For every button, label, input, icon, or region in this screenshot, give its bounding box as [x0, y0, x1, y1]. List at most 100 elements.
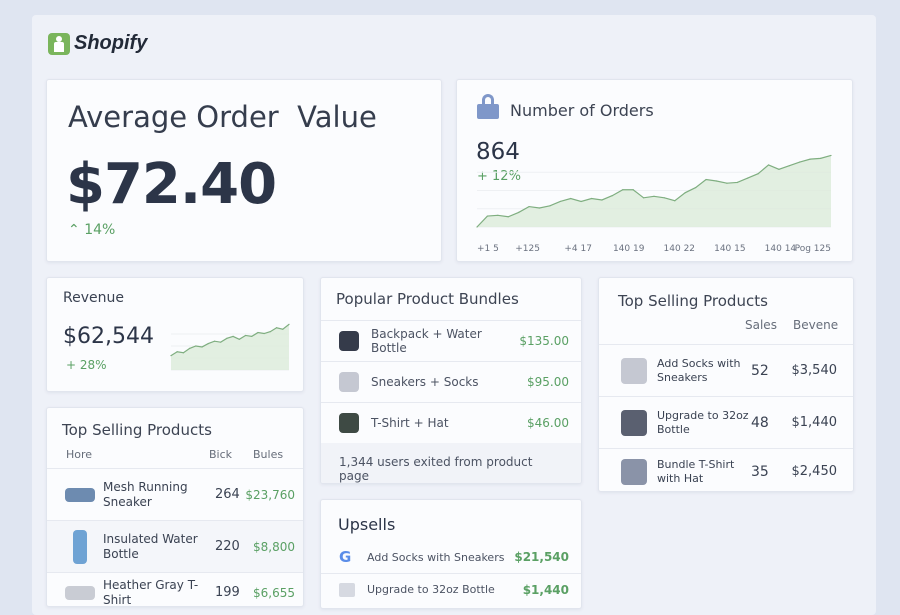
hat-icon [339, 413, 359, 433]
data-point [486, 215, 489, 217]
data-point [747, 177, 749, 179]
product-sales: 48 [751, 414, 769, 431]
data-point [705, 178, 707, 181]
brand-logo[interactable]: Shopify [48, 32, 147, 55]
upsell-name: Upgrade to 32oz Bottle [367, 583, 495, 596]
data-point [189, 347, 191, 349]
data-point [570, 197, 572, 200]
data-point [601, 199, 603, 201]
data-point [507, 216, 509, 218]
upsells-title: Upsells [338, 515, 396, 534]
bundle-row[interactable]: Backpack + Water Bottle $135.00 [321, 320, 581, 361]
table-row[interactable]: Heather Gray T-Shirt 199 $6,655 [47, 572, 303, 607]
x-tick-label: +4 17 [564, 244, 592, 254]
data-point [238, 338, 240, 340]
col-header-name[interactable]: Hore [66, 448, 93, 461]
product-name: Add Socks with Sneakers [657, 356, 741, 384]
col-header-qty[interactable]: Bick [209, 448, 233, 461]
data-point [622, 189, 624, 191]
product-qty: 220 [215, 539, 240, 554]
revenue-card: Revenue $62,544 + 28% [46, 277, 304, 392]
data-point [674, 200, 676, 202]
data-point [182, 352, 185, 354]
col-header-sales[interactable]: Sales [745, 318, 777, 332]
data-point [518, 211, 520, 213]
table-row[interactable]: Mesh Running Sneaker 264 $23,760 [47, 468, 303, 520]
revenue-value: $62,544 [63, 324, 154, 349]
bundle-row[interactable]: T-Shirt + Hat $46.00 [321, 402, 581, 443]
top-selling-title: Top Selling Products [62, 421, 212, 439]
data-point [809, 158, 811, 160]
data-point [195, 345, 197, 347]
product-amount: $8,800 [253, 539, 295, 554]
top-selling-right-card: Top Selling Products Sales Bevene Add Soc… [598, 277, 854, 492]
aov-change: 14% [84, 222, 116, 238]
x-tick-label: 140 14 [765, 244, 797, 254]
orders-chart: +1 5 +125 +4 17 140 19 140 22 140 15 140 14Pog… [476, 154, 832, 254]
col-header-revenue[interactable]: Bevene [793, 318, 839, 332]
data-point [767, 164, 770, 166]
table-row[interactable]: Add Socks with Sneakers 52 $3,540 [599, 344, 853, 396]
backpack-icon [339, 331, 359, 351]
data-point [244, 334, 247, 337]
col-header-amount[interactable]: Bules [253, 448, 284, 461]
data-point [232, 335, 234, 337]
product-name: Upgrade to 32oz Bottle [657, 408, 749, 436]
x-tick-label: 140 19 [613, 244, 645, 254]
table-row[interactable]: Insulated Water Bottle 220 $8,800 [47, 520, 303, 572]
revenue-change: + 28% [66, 358, 107, 372]
top-selling-left-card: Top Selling Products Hore Bick Bules Mesh … [46, 407, 304, 607]
data-point [549, 205, 551, 207]
upsell-row[interactable]: Upgrade to 32oz Bottle $1,440 [321, 573, 581, 605]
table-row[interactable]: Bundle T-Shirt with Hat 35 $2,450 [599, 448, 853, 491]
data-point [695, 186, 697, 189]
data-point [269, 331, 271, 333]
revenue-title: Revenue [63, 290, 124, 306]
product-name: Bundle T-Shirt with Hat [657, 457, 735, 485]
x-tick-label: +125 [515, 244, 540, 254]
upsell-price: $1,440 [522, 582, 569, 597]
aov-card: Average Order Value $72.40 ⌃ 14% [46, 79, 442, 262]
bundle-price: $135.00 [519, 334, 569, 348]
data-point [757, 173, 759, 175]
series-line [170, 323, 290, 357]
aov-title: Average Order Value [68, 100, 377, 134]
data-point [799, 161, 801, 163]
bundles-title: Popular Product Bundles [336, 290, 519, 308]
table-row[interactable]: Upgrade to 32oz Bottle 48 $1,440 [599, 396, 853, 448]
upsell-row[interactable]: G Add Socks with Sneakers $21,540 [321, 541, 581, 573]
x-tick-label: 140 22 [664, 244, 696, 254]
data-point [642, 197, 645, 199]
bundle-name: Backpack + Water Bottle [371, 327, 482, 355]
product-revenue: $1,440 [791, 415, 838, 430]
data-point [251, 335, 253, 337]
box-icon [339, 582, 355, 597]
data-point [497, 214, 499, 216]
aov-value: $72.40 [66, 152, 277, 217]
data-point [788, 165, 790, 167]
box-icon [339, 372, 359, 392]
data-point [580, 200, 582, 203]
top-selling-right-title: Top Selling Products [618, 292, 768, 310]
product-name: Heather Gray T-Shirt [103, 577, 199, 607]
data-point [207, 343, 209, 345]
x-tick-label: Pog 125 [795, 244, 831, 254]
bundle-row[interactable]: Sneakers + Socks $95.00 [321, 361, 581, 402]
area-fill [477, 155, 831, 227]
bundle-name: T-Shirt + Hat [371, 416, 449, 430]
data-point [170, 355, 172, 357]
data-point [559, 200, 561, 203]
brand-name: Shopify [74, 32, 148, 54]
orders-title: Number of Orders [510, 101, 654, 120]
data-point [213, 340, 216, 342]
product-revenue: $3,540 [791, 363, 838, 378]
product-name: Mesh Running Sneaker [103, 479, 188, 509]
x-tick-label: 140 15 [714, 244, 746, 254]
water-bottle-icon [73, 529, 87, 564]
orders-value: 864 [476, 139, 520, 165]
data-point [288, 323, 290, 325]
product-sales: 52 [751, 362, 769, 379]
box-icon [621, 357, 647, 384]
data-point [819, 157, 822, 159]
data-point [715, 180, 718, 182]
